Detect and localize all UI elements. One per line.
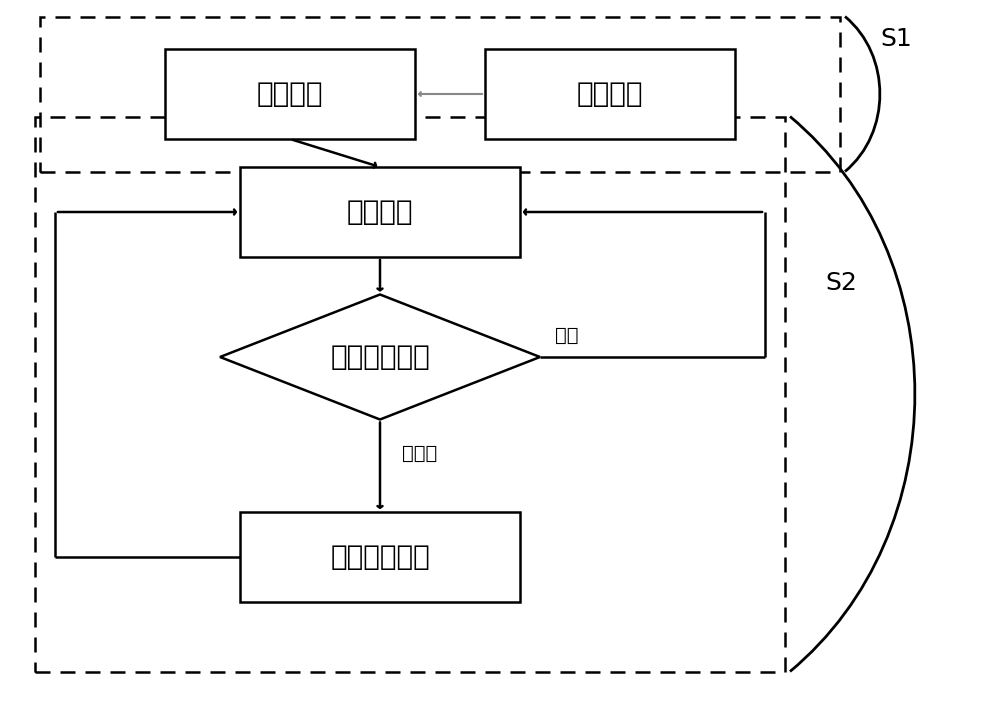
FancyBboxPatch shape <box>240 512 520 602</box>
Text: 高温发酵: 高温发酵 <box>347 198 413 226</box>
FancyBboxPatch shape <box>485 49 735 139</box>
FancyBboxPatch shape <box>240 167 520 257</box>
Text: 二次高温驯化: 二次高温驯化 <box>330 543 430 571</box>
Text: 符合: 符合 <box>555 325 579 345</box>
Text: S2: S2 <box>825 271 857 295</box>
Text: 发酵效果评估: 发酵效果评估 <box>330 343 430 371</box>
Polygon shape <box>220 295 540 419</box>
Text: 不符合: 不符合 <box>402 444 437 464</box>
Text: 高温驯化: 高温驯化 <box>257 80 323 108</box>
Text: S1: S1 <box>880 26 912 51</box>
Text: 外加热源: 外加热源 <box>577 80 643 108</box>
FancyBboxPatch shape <box>165 49 415 139</box>
